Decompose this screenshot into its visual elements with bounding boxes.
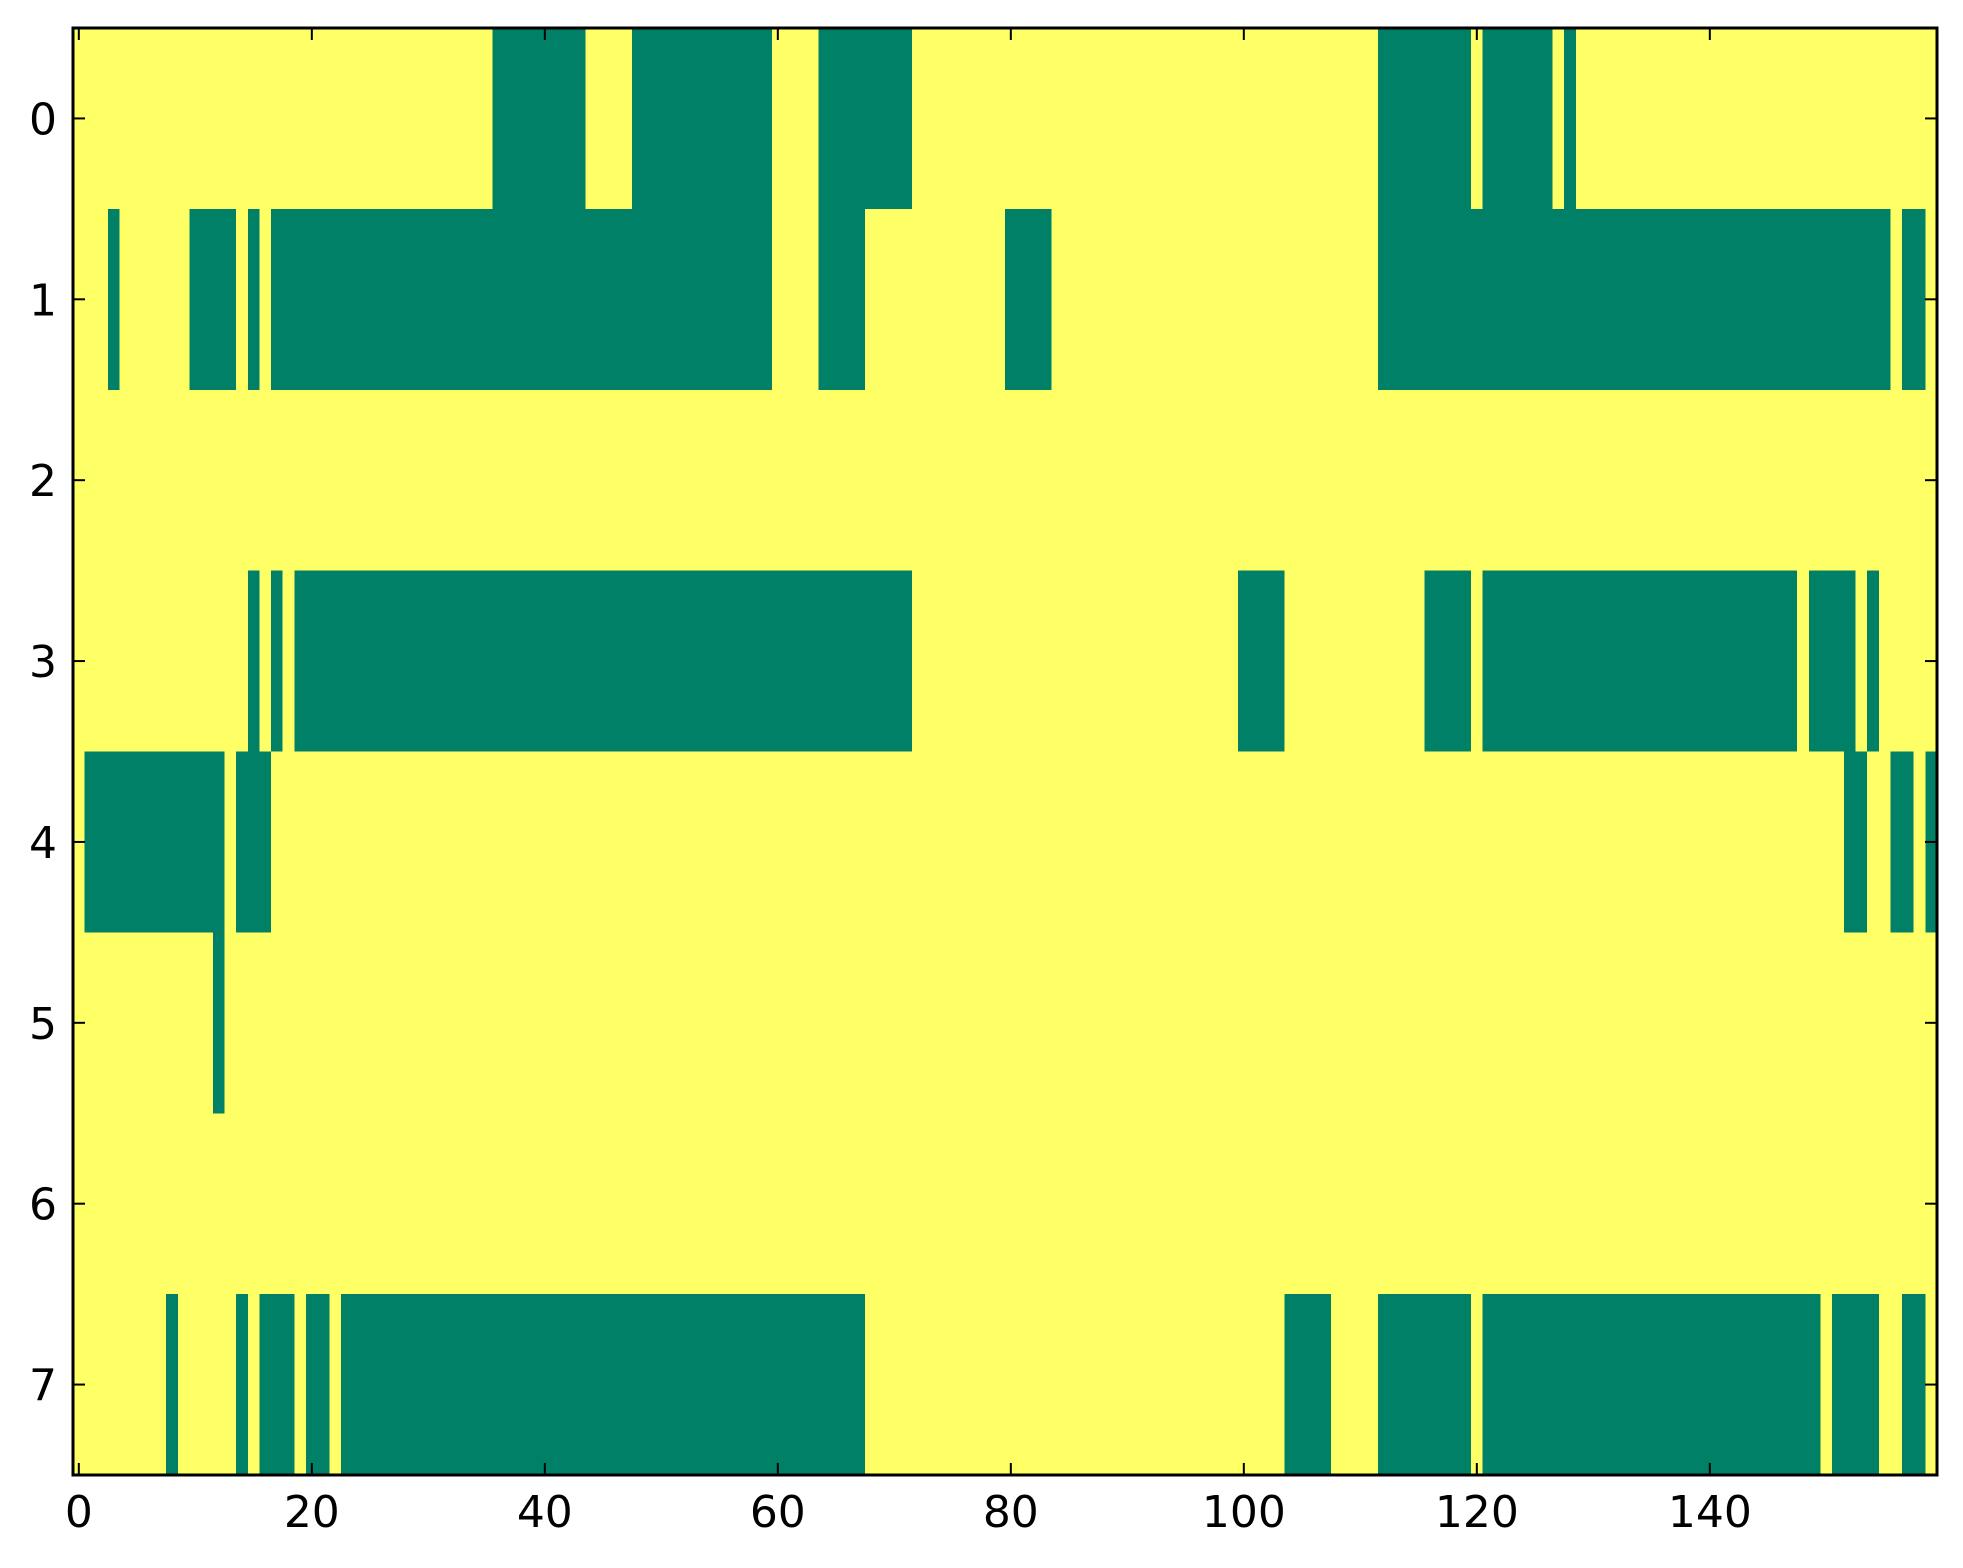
heatmap-cell-row-4-col-156-157 (1890, 751, 1914, 933)
heatmap-cell-row-1-col-15-15 (247, 208, 260, 390)
x-tick-label: 80 (983, 1487, 1039, 1538)
ticks-layer (73, 28, 1937, 1475)
heatmap-cell-row-1-col-157-158 (1902, 208, 1926, 390)
heatmap-cell-row-3-col-17-17 (271, 570, 283, 752)
x-tick-label: 40 (517, 1487, 573, 1538)
y-tick-label: 4 (29, 818, 57, 869)
cells-layer (73, 28, 1937, 1475)
heatmap-cell-row-7-col-151-154 (1832, 1294, 1879, 1475)
x-tick-label: 20 (284, 1487, 340, 1538)
heatmap-cell-row-3-col-149-152 (1808, 570, 1856, 752)
y-tick-label: 2 (29, 456, 57, 507)
y-tick-label: 0 (29, 94, 57, 145)
heatmap-cell-row-1-col-17-59 (271, 208, 772, 390)
heatmap-cell-row-7-col-157-158 (1902, 1294, 1926, 1475)
heatmap-cell-row-7-col-23-67 (340, 1294, 866, 1475)
heatmap-cell-row-3-col-19-71 (294, 570, 912, 752)
heatmap-cell-row-7-col-121-149 (1482, 1294, 1821, 1475)
heatmap-cell-row-0-col-121-126 (1482, 28, 1553, 209)
y-tick-label: 1 (29, 275, 57, 326)
heatmap-cell-row-4-col-14-16 (236, 751, 272, 933)
y-tick-label: 6 (29, 1180, 57, 1231)
heatmap-cell-row-4-col-1-12 (84, 751, 225, 933)
x-tick-label: 100 (1202, 1487, 1286, 1538)
heatmap-cell-row-1-col-64-67 (818, 208, 866, 390)
heatmap-cell-row-1-col-3-3 (107, 208, 120, 390)
heatmap-cell-row-5-col-12-12 (212, 932, 225, 1114)
y-tick-label: 5 (29, 999, 57, 1050)
labels-layer: 0 20 40 60 80 100 120 140 0 1 2 3 4 5 6 7 (29, 94, 1752, 1538)
x-tick-label: 140 (1668, 1487, 1752, 1538)
heatmap-cell-row-3-col-116-119 (1424, 570, 1471, 752)
heatmap-cell-row-1-col-10-13 (189, 208, 237, 390)
heatmap-cell-row-0-col-48-59 (632, 28, 772, 209)
heatmap-cell-row-7-col-20-21 (306, 1294, 330, 1475)
y-tick-label: 7 (29, 1361, 57, 1412)
heatmap-cell-row-0-col-64-71 (818, 28, 912, 209)
heatmap-cell-row-3-col-15-15 (247, 570, 260, 752)
heatmap-cell-row-7-col-112-119 (1377, 1294, 1471, 1475)
heatmap-cell-row-0-col-36-43 (492, 28, 586, 209)
x-tick-label: 60 (750, 1487, 806, 1538)
plot-frame (71, 26, 1939, 1477)
x-tick-label: 0 (65, 1487, 93, 1538)
heatmap-cell-row-4-col-152-153 (1843, 751, 1868, 933)
heatmap-cell-row-7-col-16-18 (259, 1294, 295, 1475)
heatmap-cell-row-0-col-128-128 (1564, 28, 1576, 209)
heatmap-cell-row-0-col-112-119 (1377, 28, 1471, 209)
heatmap-cell-row-7-col-8-8 (166, 1294, 178, 1475)
heatmap-cell-row-7-col-104-107 (1284, 1294, 1332, 1475)
heatmap-cell-row-1-col-80-83 (1005, 208, 1052, 390)
x-tick-label: 120 (1435, 1487, 1519, 1538)
heatmap-cell-row-1-col-112-155 (1377, 208, 1891, 390)
heatmap-cell-row-7-col-14-14 (236, 1294, 248, 1475)
heatmap-cell-row-3-col-100-103 (1238, 570, 1285, 752)
heatmap-cell-row-3-col-154-154 (1867, 570, 1879, 752)
heatmap-cell-row-3-col-121-147 (1482, 570, 1798, 752)
y-tick-label: 3 (29, 637, 57, 688)
